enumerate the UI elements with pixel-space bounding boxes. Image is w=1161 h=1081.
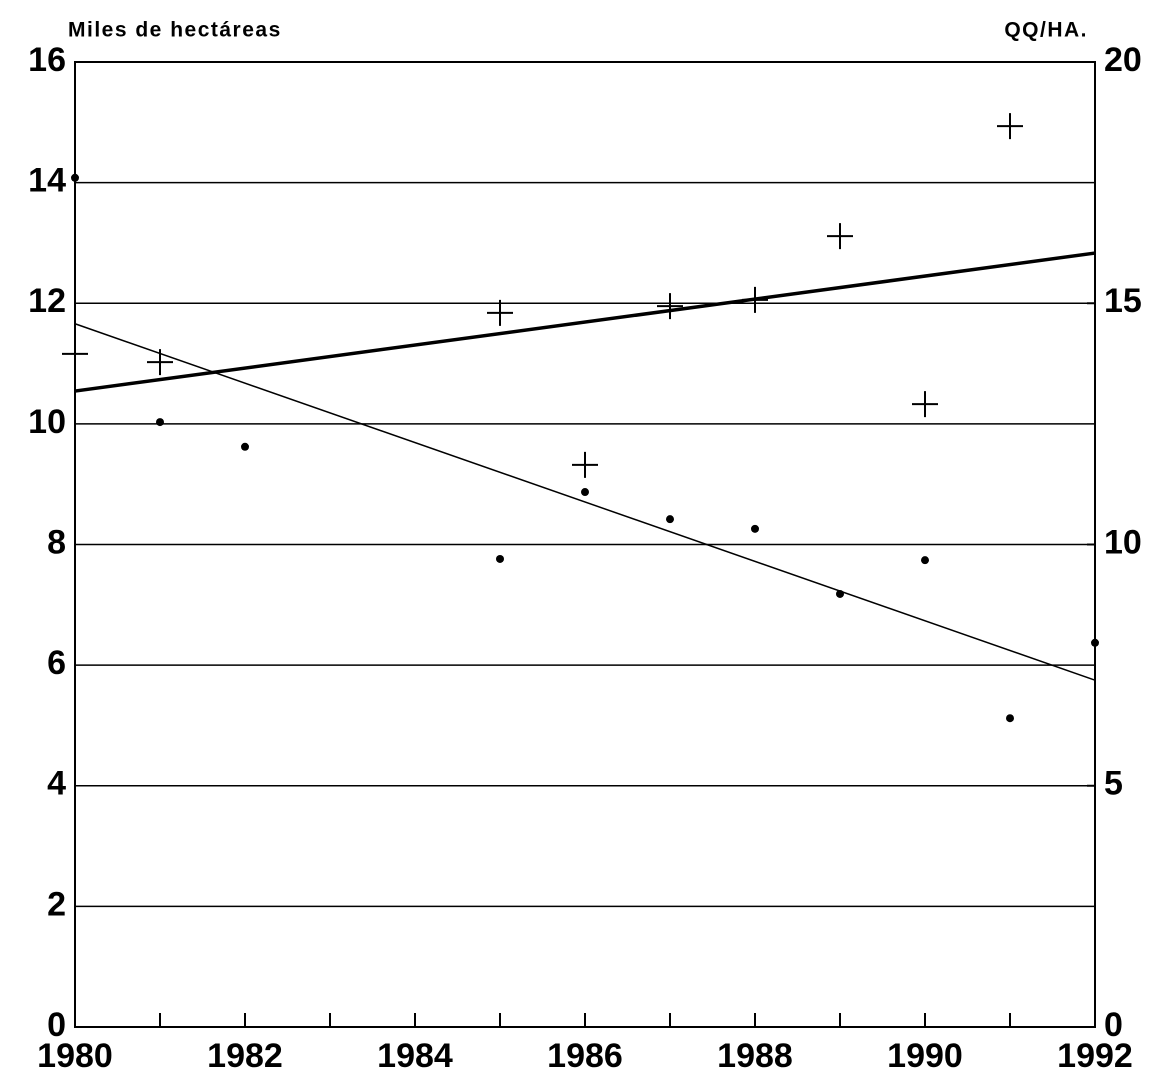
point (487, 299, 513, 326)
y2-tick-label: 15 (1104, 282, 1142, 320)
x-tick-label: 1988 (717, 1037, 793, 1075)
x-tick-label: 1990 (887, 1037, 963, 1075)
y-tick-label: 8 (47, 523, 66, 561)
y-tick-label: 6 (47, 644, 66, 682)
point (496, 554, 504, 563)
y2-tick-label: 5 (1104, 765, 1123, 803)
point (912, 391, 938, 418)
x-tick-label: 1982 (207, 1037, 283, 1075)
x-tick-label: 1992 (1057, 1037, 1133, 1075)
y-axis-title: Miles de hectáreas (68, 19, 282, 42)
point (572, 451, 598, 478)
point (1091, 638, 1099, 647)
y-tick-label: 4 (47, 765, 66, 803)
point (751, 524, 759, 533)
x-tick-label: 1986 (547, 1037, 623, 1075)
y2-tick-label: 10 (1104, 523, 1142, 561)
y-tick-label: 0 (47, 1006, 66, 1044)
x-tick-label: 1984 (377, 1037, 453, 1075)
point (666, 515, 674, 524)
y-tick-label: 10 (28, 403, 66, 441)
y2-axis-title: QQ/HA. (1004, 19, 1088, 42)
trend-line (74, 251, 1096, 393)
point (921, 556, 929, 565)
point (581, 488, 589, 497)
point (241, 442, 249, 451)
point (1006, 714, 1014, 723)
y-tick-label: 2 (47, 885, 66, 923)
point (827, 223, 853, 250)
point (62, 340, 88, 367)
point (657, 293, 683, 320)
y2-tick-label: 20 (1104, 41, 1142, 79)
y2-tick-label: 0 (1104, 1006, 1123, 1044)
y-tick-label: 16 (28, 41, 66, 79)
y-tick-label: 14 (28, 162, 66, 200)
point (71, 173, 79, 182)
point (156, 418, 164, 427)
x-tick-label: 1980 (37, 1037, 113, 1075)
trend-line (74, 323, 1096, 681)
point (997, 113, 1023, 140)
y-tick-label: 12 (28, 282, 66, 320)
